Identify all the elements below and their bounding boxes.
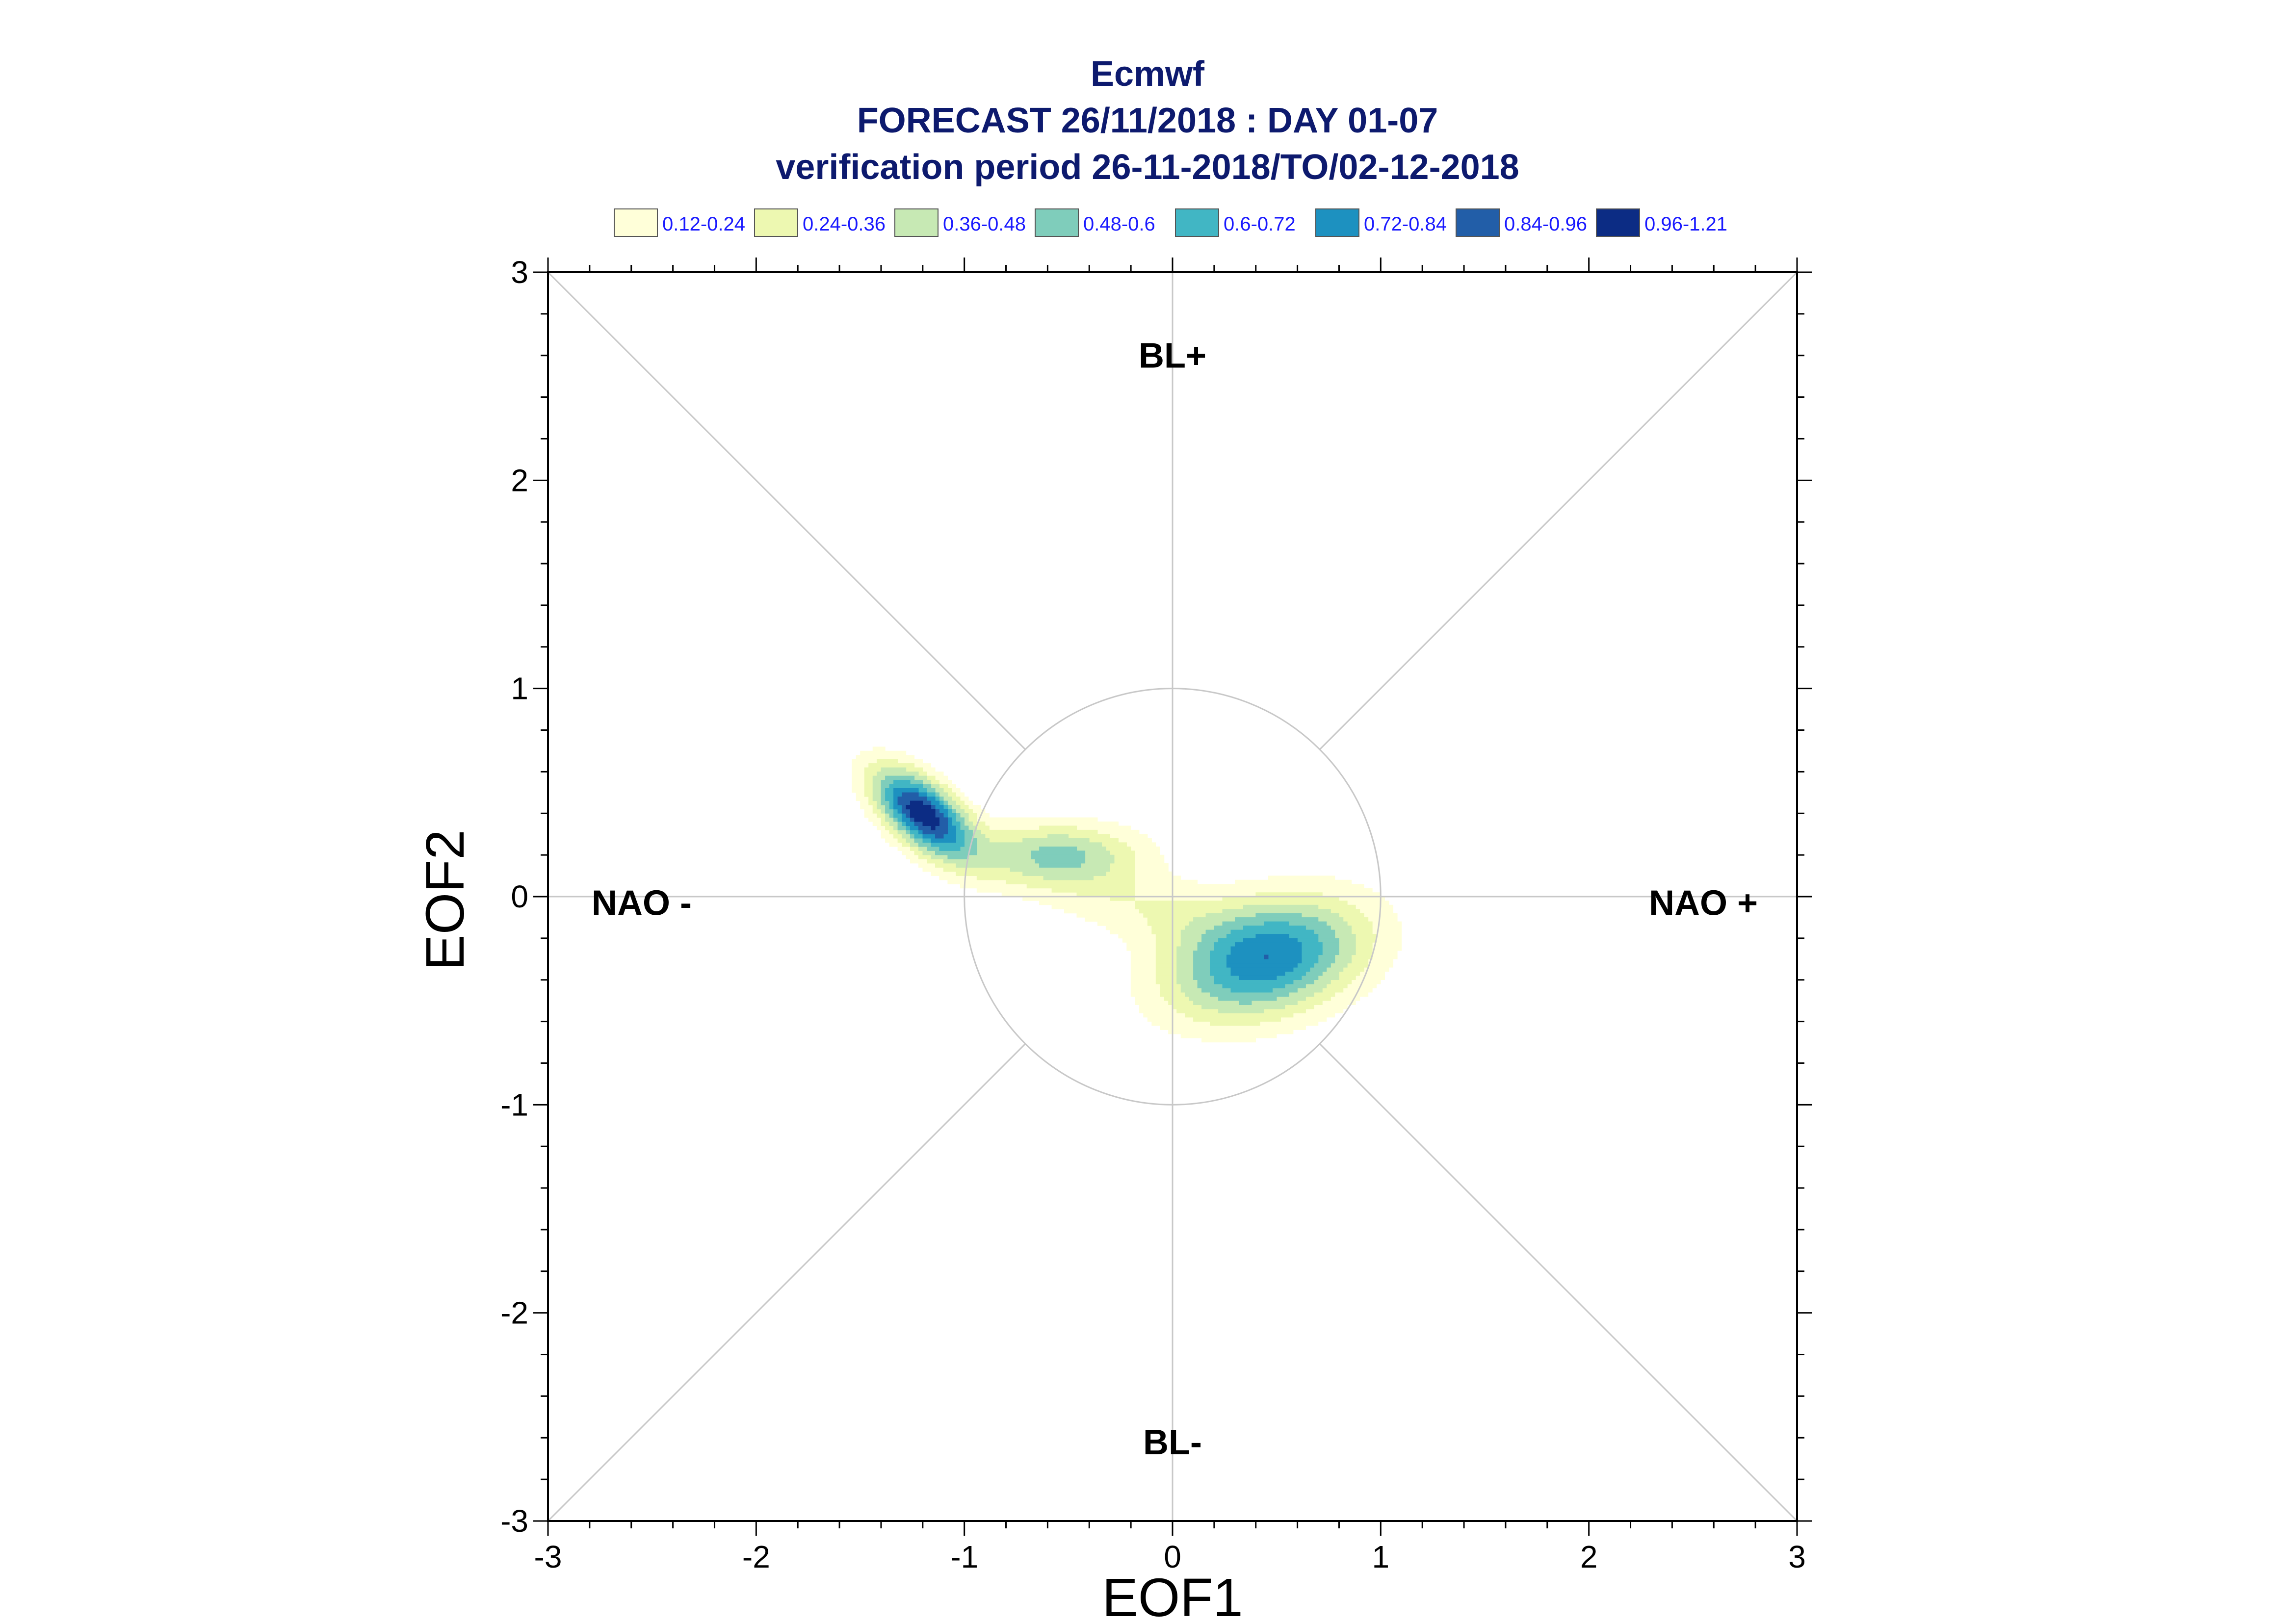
regime-label-right: NAO + [1649, 884, 1758, 923]
legend-swatch [1035, 208, 1079, 237]
y-axis-title: EOF2 [415, 829, 475, 970]
y-tick-label: 0 [511, 879, 528, 914]
regime-label-left: NAO - [592, 884, 692, 923]
diagonal-line [1319, 271, 1798, 750]
density-contours [852, 747, 1402, 1043]
legend-label: 0.48-0.6 [1083, 213, 1155, 235]
x-tick-label: -1 [950, 1539, 978, 1574]
legend-swatch [1596, 208, 1640, 237]
legend-swatch [1315, 208, 1359, 237]
reference-lines [547, 271, 1798, 1522]
regime-label-bottom: BL- [1143, 1423, 1202, 1462]
x-tick-label: 1 [1372, 1539, 1390, 1574]
legend-swatch [894, 208, 939, 237]
y-tick-label: 1 [511, 671, 528, 706]
legend-label: 0.24-0.36 [803, 213, 886, 235]
x-tick-label: -2 [742, 1539, 770, 1574]
contour-level [906, 800, 939, 830]
diagonal-line [547, 1043, 1026, 1522]
unit-circle [964, 688, 1382, 1106]
legend-label: 0.36-0.48 [943, 213, 1026, 235]
axis-ticks: -3 -2 -1 0 1 2 3 -3 -2 -1 0 1 2 3 [500, 255, 1812, 1574]
y-tick-label: 2 [511, 463, 528, 498]
regime-labels: BL+ BL- NAO - NAO + [592, 336, 1758, 1462]
title-line-2: FORECAST 26/11/2018 : DAY 01-07 [857, 101, 1438, 140]
y-tick-label: 3 [511, 255, 528, 290]
axis-labels: EOF1 EOF2 [415, 829, 1243, 1624]
y-tick-label: -3 [500, 1503, 528, 1539]
chart-title: Ecmwf FORECAST 26/11/2018 : DAY 01-07 ve… [776, 54, 1519, 187]
plot-area: -3 -2 -1 0 1 2 3 -3 -2 -1 0 1 2 3 [500, 255, 1812, 1574]
legend: 0.12-0.24 0.24-0.36 0.36-0.48 0.48-0.6 0.6-0… [614, 208, 1727, 237]
legend-swatch [1456, 208, 1500, 237]
diagonal-line [547, 271, 1026, 750]
legend-label: 0.12-0.24 [662, 213, 745, 235]
x-axis-title: EOF1 [1102, 1568, 1243, 1624]
legend-label: 0.6-0.72 [1224, 213, 1296, 235]
x-tick-label: 3 [1788, 1539, 1806, 1574]
x-tick-label: 2 [1580, 1539, 1598, 1574]
x-tick-label: -3 [534, 1539, 562, 1574]
legend-label: 0.84-0.96 [1504, 213, 1587, 235]
legend-label: 0.96-1.21 [1644, 213, 1727, 235]
x-tick-label: 0 [1164, 1539, 1181, 1574]
legend-swatch [1175, 208, 1219, 237]
legend-swatch [754, 208, 798, 237]
diagonal-line [1319, 1043, 1798, 1522]
legend-swatch [614, 208, 658, 237]
legend-label: 0.72-0.84 [1364, 213, 1447, 235]
title-line-3: verification period 26-11-2018/TO/02-12-… [776, 148, 1519, 187]
title-line-1: Ecmwf [1091, 54, 1205, 94]
y-tick-label: -1 [500, 1087, 528, 1122]
y-tick-label: -2 [500, 1295, 528, 1331]
regime-label-top: BL+ [1139, 336, 1206, 376]
